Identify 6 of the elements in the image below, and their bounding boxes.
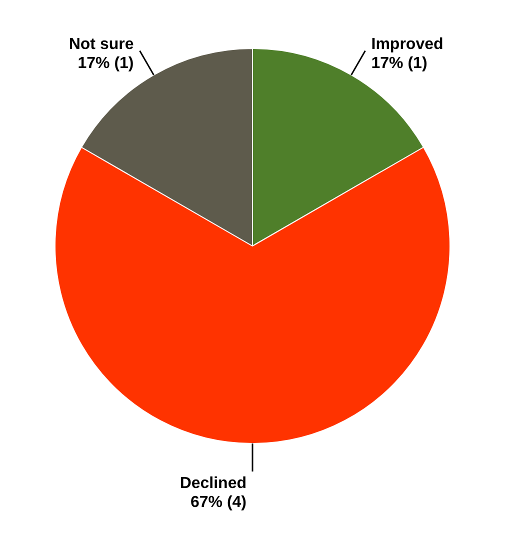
data-label: 17% (1) (371, 55, 428, 72)
data-label: 67% (4) (190, 494, 246, 511)
slice-label: Improved (371, 36, 444, 54)
slice-label: Not sure (68, 36, 134, 54)
slice-label: Declined (180, 474, 246, 492)
data-label: 17% (1) (78, 55, 134, 72)
